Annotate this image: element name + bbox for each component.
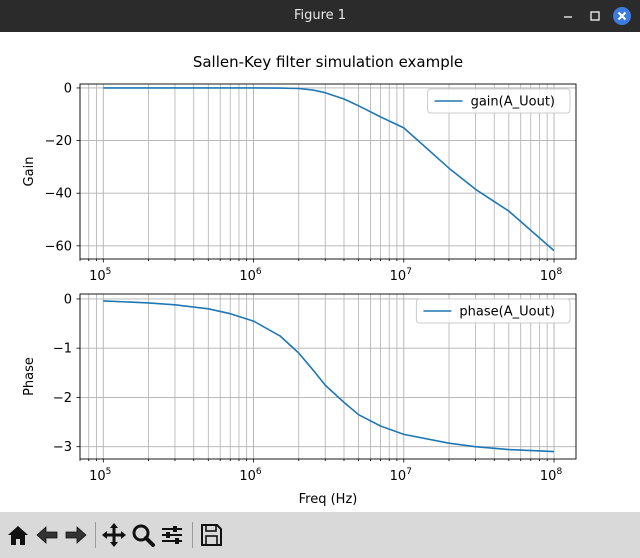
save-button[interactable]: [197, 520, 225, 550]
back-button[interactable]: [33, 520, 61, 550]
x-tick-label: 105: [89, 467, 111, 484]
x-tick-label: 106: [239, 267, 262, 284]
y-tick-label: −20: [45, 134, 72, 149]
forward-button[interactable]: [62, 520, 90, 550]
y-tick-label: −40: [45, 187, 72, 202]
axes-1: 0 −20 −40 −60 105 106 107 108 Gain Sallen-Key fil…: [22, 53, 577, 284]
y-tick-label: 0: [64, 292, 72, 307]
y-tick-label: −2: [53, 391, 72, 406]
save-icon: [201, 524, 222, 546]
window-title: Figure 1: [293, 8, 347, 23]
series-line: [103, 87, 555, 252]
y-tick-label: −1: [53, 342, 72, 357]
back-icon: [36, 526, 58, 544]
x-tick-label: 105: [89, 267, 111, 284]
maximize-button[interactable]: [585, 6, 605, 26]
axes-frame: [79, 83, 577, 260]
figure-canvas[interactable]: 0 −20 −40 −60 105 106 107 108 Gain Sallen-Key fil…: [0, 32, 640, 512]
close-button[interactable]: [612, 6, 632, 26]
window-titlebar: Figure 1: [0, 0, 640, 32]
x-tick-label: 107: [390, 267, 412, 284]
chart-title: Sallen-Key filter simulation example: [193, 53, 463, 71]
home-button[interactable]: [4, 520, 32, 550]
x-tick-label: 108: [540, 267, 563, 284]
forward-icon: [65, 526, 87, 544]
axes-2: 0 −1 −2 −3 105 106 107 108 Phase Freq (Hz) phase(A…: [22, 292, 577, 507]
x-axis-label: Freq (Hz): [299, 492, 358, 507]
series-line: [103, 300, 555, 453]
y-tick-label: −60: [45, 239, 72, 254]
legend-label: phase(A_Uout): [459, 305, 555, 320]
minimize-icon: [564, 16, 572, 18]
configure-subplots-icon: [162, 526, 182, 544]
maximize-icon: [590, 11, 600, 21]
minimize-button[interactable]: [558, 6, 578, 26]
toolbar-separator: [192, 522, 193, 548]
legend-box: [415, 298, 571, 324]
navigation-toolbar: [0, 512, 640, 558]
pan-icon: [102, 523, 126, 547]
x-tick-label: 106: [239, 467, 262, 484]
zoom-icon: [132, 524, 155, 547]
axes-frame: [79, 293, 577, 460]
configure-subplots-button[interactable]: [158, 520, 186, 550]
y-tick-label: −3: [53, 440, 72, 455]
legend-box: [427, 88, 571, 114]
home-icon: [8, 526, 28, 545]
y-axis-label: Gain: [22, 157, 37, 187]
pan-button[interactable]: [100, 520, 128, 550]
close-icon: [613, 7, 631, 25]
toolbar-separator: [95, 522, 96, 548]
zoom-button[interactable]: [129, 520, 157, 550]
y-axis-label: Phase: [22, 357, 37, 396]
x-tick-label: 107: [390, 467, 412, 484]
y-tick-label: 0: [64, 81, 72, 96]
legend-label: gain(A_Uout): [471, 95, 555, 110]
x-tick-label: 108: [540, 467, 563, 484]
